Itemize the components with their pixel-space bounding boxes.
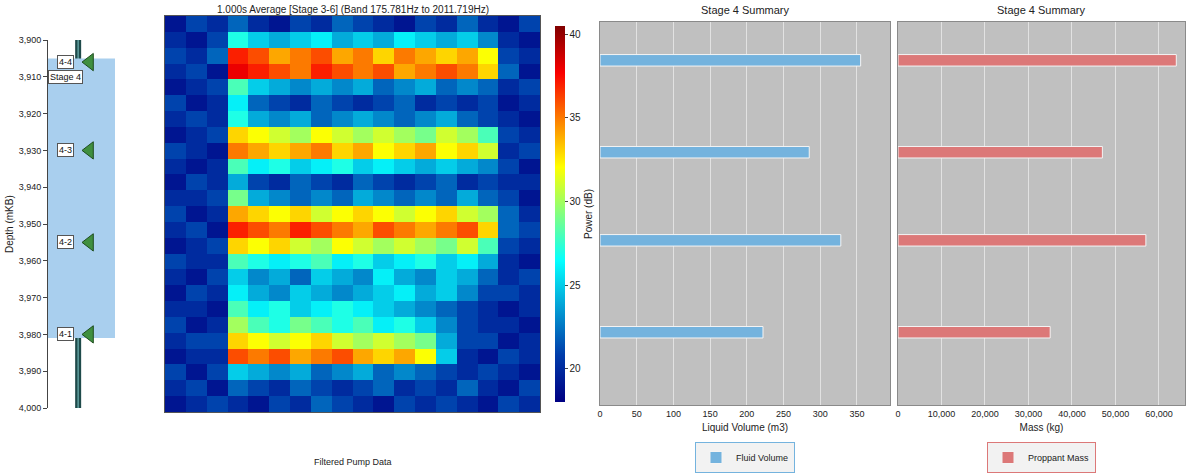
svg-text:3,960: 3,960 — [19, 256, 42, 266]
svg-text:Fluid Volume: Fluid Volume — [736, 453, 788, 463]
svg-text:40: 40 — [570, 29, 582, 40]
svg-text:Stage 4 Summary: Stage 4 Summary — [701, 4, 790, 16]
svg-text:0: 0 — [597, 409, 602, 419]
svg-text:30,000: 30,000 — [1015, 409, 1043, 419]
svg-text:4-4: 4-4 — [59, 57, 72, 67]
svg-text:25: 25 — [570, 280, 582, 291]
svg-text:250: 250 — [776, 409, 791, 419]
svg-text:Filtered Pump Data: Filtered Pump Data — [314, 457, 392, 467]
svg-text:3,920: 3,920 — [19, 109, 42, 119]
svg-text:3,980: 3,980 — [19, 330, 42, 340]
svg-text:100: 100 — [666, 409, 681, 419]
svg-text:60,000: 60,000 — [1145, 409, 1173, 419]
svg-text:3,940: 3,940 — [19, 182, 42, 192]
svg-text:Depth (mKB): Depth (mKB) — [4, 195, 15, 253]
svg-text:20,000: 20,000 — [971, 409, 999, 419]
svg-text:3,950: 3,950 — [19, 219, 42, 229]
svg-text:4-1: 4-1 — [59, 329, 72, 339]
svg-text:10,000: 10,000 — [928, 409, 956, 419]
svg-text:35: 35 — [570, 112, 582, 123]
svg-text:Stage 4: Stage 4 — [50, 72, 81, 82]
svg-text:Proppant Mass: Proppant Mass — [1028, 453, 1089, 463]
svg-text:20: 20 — [570, 363, 582, 374]
svg-text:50: 50 — [632, 409, 642, 419]
svg-text:350: 350 — [849, 409, 864, 419]
svg-text:Power (dB): Power (dB) — [583, 189, 594, 239]
svg-text:1.000s Average [Stage 3-6] (Ba: 1.000s Average [Stage 3-6] (Band 175.781… — [217, 4, 489, 15]
svg-text:Liquid Volume (m3): Liquid Volume (m3) — [702, 422, 788, 433]
svg-text:30: 30 — [570, 196, 582, 207]
svg-text:200: 200 — [739, 409, 754, 419]
svg-text:3,970: 3,970 — [19, 293, 42, 303]
svg-text:3,900: 3,900 — [19, 35, 42, 45]
svg-text:3,910: 3,910 — [19, 72, 42, 82]
svg-text:Stage 4 Summary: Stage 4 Summary — [997, 4, 1086, 16]
svg-text:4-3: 4-3 — [59, 145, 72, 155]
svg-text:4-2: 4-2 — [59, 237, 72, 247]
svg-text:300: 300 — [813, 409, 828, 419]
svg-text:4,000: 4,000 — [19, 403, 42, 413]
svg-text:50,000: 50,000 — [1102, 409, 1130, 419]
svg-text:0: 0 — [895, 409, 900, 419]
svg-text:3,990: 3,990 — [19, 366, 42, 376]
svg-text:3,930: 3,930 — [19, 146, 42, 156]
svg-text:150: 150 — [703, 409, 718, 419]
svg-text:40,000: 40,000 — [1058, 409, 1086, 419]
svg-text:Mass (kg): Mass (kg) — [1020, 422, 1064, 433]
